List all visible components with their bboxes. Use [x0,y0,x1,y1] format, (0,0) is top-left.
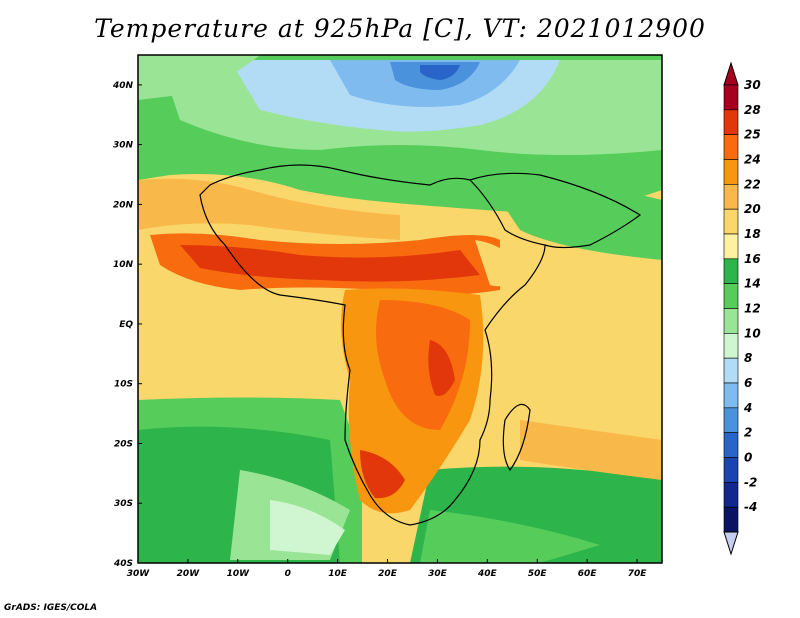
colorbar-label: 4 [743,401,752,415]
colorbar-swatch [723,482,739,508]
colorbar-label: -2 [744,475,757,489]
colorbar-swatch [723,407,739,433]
colorbar-swatch [723,184,739,210]
lon-label: 10E [328,569,348,579]
colorbar-swatch [723,333,739,359]
lat-label: 30N [113,141,134,151]
map-figure: 40N 30N 20N 10N EQ 10S 20S 30S 40S 30W 20W 10W 0 10E… [112,54,761,579]
colorbar-label: 28 [744,103,761,117]
lat-label: 10N [113,260,134,270]
lon-label: 20E [378,569,398,579]
lat-label: 20S [114,439,133,449]
colorbar-label: 14 [744,277,761,291]
map-frame [137,54,663,564]
colorbar-swatch [723,283,739,309]
colorbar-swatch [723,357,739,384]
lon-label: 50E [528,569,548,579]
lon-label: 70E [628,569,648,579]
colorbar-label: 25 [744,128,761,142]
colorbar-bottom-arrow [723,531,739,556]
lon-label: 40E [477,569,498,579]
colorbar-swatch [723,308,739,334]
colorbar-swatch [723,382,739,409]
colorbar-label: 20 [744,202,761,216]
colorbar-label: 2 [744,426,752,440]
colorbar-swatch [723,134,739,160]
lat-label: 10S [114,380,133,390]
temperature-field [138,55,662,563]
colorbar-label: 30 [744,78,761,92]
colorbar-swatch [723,233,739,260]
lon-label: 10W [227,569,251,579]
colorbar-label: 0 [744,451,752,465]
lon-label: 30E [428,569,448,579]
footer-credit: GrADS: IGES/COLA [4,603,98,613]
lat-label: 20N [113,200,134,210]
lon-label: 0 [285,569,291,579]
colorbar-label: 12 [744,302,761,316]
lat-label: EQ [119,320,133,330]
colorbar-swatch [723,258,739,284]
colorbar-swatch [723,432,739,458]
colorbar-label: 16 [744,252,761,266]
latitude-ticks: 40N 30N 20N 10N EQ 10S 20S 30S 40S [112,81,142,569]
lat-label: 40N [112,81,134,91]
colorbar-label: 22 [744,177,761,191]
colorbar-top-arrow [723,61,739,86]
colorbar-swatch [723,506,739,533]
longitude-ticks: 30W 20W 10W 0 10E 20E 30E 40E 50E 60E 70E [127,559,647,579]
lat-label: 40S [113,559,133,569]
map-title: Temperature at 925hPa [C], VT: 202101290… [94,14,706,43]
coastlines [199,164,642,526]
colorbar-label: -4 [744,500,757,514]
colorbar-swatch [723,84,739,111]
colorbar-swatch [723,109,739,135]
colorbar-label: 10 [744,326,761,340]
colorbar-label: 24 [744,153,761,167]
colorbar-label: 6 [744,376,752,390]
colorbar-label: 18 [744,227,761,241]
lon-label: 60E [578,569,598,579]
colorbar-swatch [723,457,739,483]
lon-label: 20W [177,569,201,579]
lat-label: 30S [114,499,133,509]
colorbar-label: 8 [744,351,752,365]
lon-label: 30W [127,569,151,579]
colorbar-swatch [723,208,739,235]
colorbar-swatch [723,159,739,185]
